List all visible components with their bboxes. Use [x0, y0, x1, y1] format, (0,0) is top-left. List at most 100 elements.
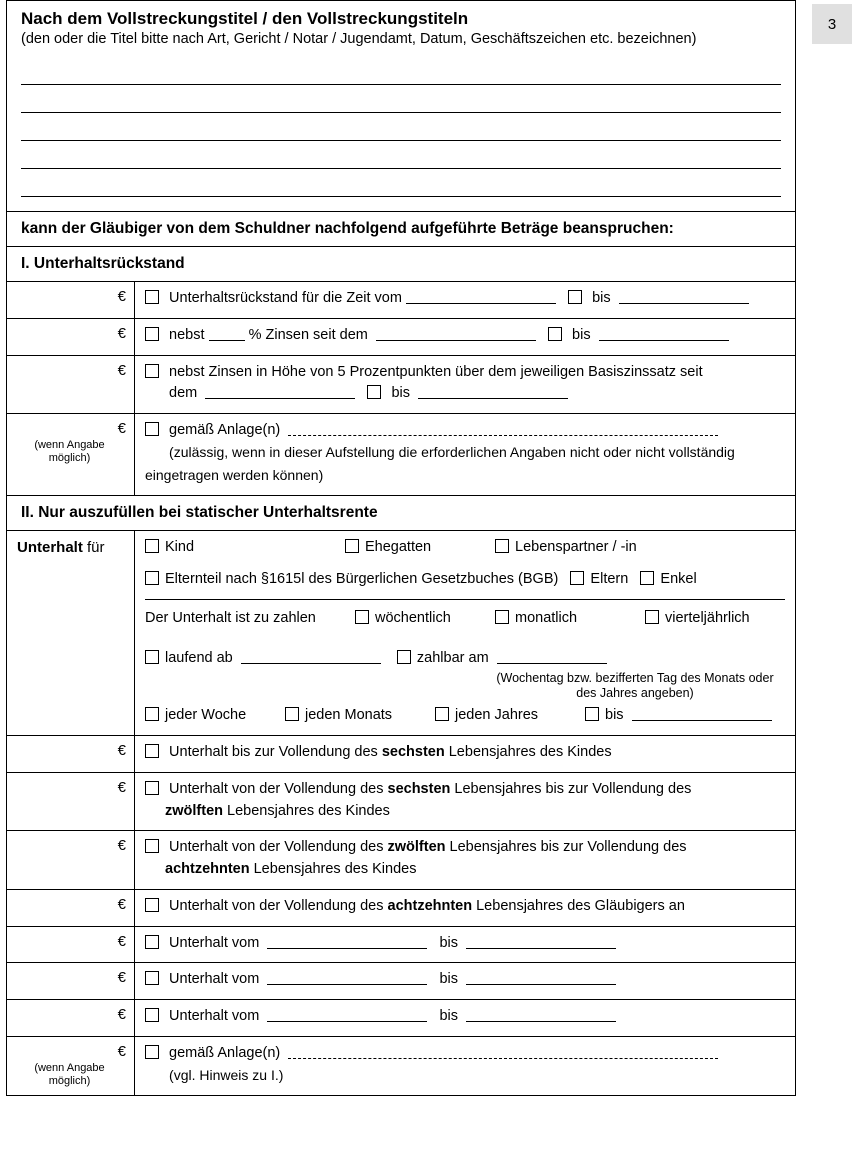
pay-note: (Wochentag bzw. bezifferten Tag des Mona… [485, 671, 785, 701]
row-i-1: € Unterhaltsrückstand für die Zeit vom b… [7, 282, 795, 319]
checkbox-jeden-monats[interactable] [285, 707, 299, 721]
checkbox-monatlich[interactable] [495, 610, 509, 624]
checkbox-age-6[interactable] [145, 744, 159, 758]
label-unterhalt-fuer: für [83, 539, 105, 556]
label-basiszins-bis: bis [391, 385, 410, 401]
checkbox-woechentlich[interactable] [355, 610, 369, 624]
row-i-2: € nebst % Zinsen seit dem bis [7, 319, 795, 356]
label-bis-2: bis [439, 971, 458, 987]
input-zins-prozent[interactable] [209, 327, 245, 341]
row-vom-bis-3: € Unterhalt vom bis [7, 1000, 795, 1037]
checkbox-vom-3[interactable] [145, 1008, 159, 1022]
checkbox-vierteljaehrlich[interactable] [645, 610, 659, 624]
checkbox-rueckstand-bis[interactable] [568, 290, 582, 304]
input-rueckstand-bis[interactable] [619, 290, 749, 304]
label-vom-3: Unterhalt vom [169, 1008, 259, 1024]
checkbox-enkel[interactable] [640, 571, 654, 585]
label-woechentlich: wöchentlich [375, 610, 451, 626]
text-18-bold: achtzehnten [388, 898, 473, 914]
euro-cell[interactable]: € [7, 1000, 135, 1036]
input-bis-1[interactable] [466, 935, 616, 949]
label-ehegatten: Ehegatten [365, 539, 431, 555]
label-anlage-i: gemäß Anlage(n) [169, 422, 280, 438]
title-input-line[interactable] [21, 113, 781, 141]
label-anlage-ii: gemäß Anlage(n) [169, 1045, 280, 1061]
label-jeden-jahres: jeden Jahres [455, 707, 538, 723]
checkbox-laufend-ab[interactable] [145, 650, 159, 664]
checkbox-vom-1[interactable] [145, 935, 159, 949]
checkbox-age-12-18[interactable] [145, 839, 159, 853]
euro-cell[interactable]: € [7, 282, 135, 318]
input-zinsen-seit[interactable] [376, 327, 536, 341]
text-612-bold1: sechsten [388, 781, 451, 797]
text-1218c: Lebensjahres des Kindes [250, 861, 417, 877]
euro-cell[interactable]: € [7, 963, 135, 999]
checkbox-eltern[interactable] [570, 571, 584, 585]
euro-cell[interactable]: € [7, 773, 135, 831]
checkbox-basiszins[interactable] [145, 364, 159, 378]
checkbox-elternteil-1615l[interactable] [145, 571, 159, 585]
text-1218-bold2: achtzehnten [165, 861, 250, 877]
checkbox-anlage-ii[interactable] [145, 1045, 159, 1059]
label-kind: Kind [165, 539, 194, 555]
label-jeder-woche: jeder Woche [165, 707, 246, 723]
euro-cell[interactable]: € [7, 831, 135, 889]
checkbox-lebenspartner[interactable] [495, 539, 509, 553]
input-zahlbar-am[interactable] [497, 650, 607, 664]
input-zinsen-bis[interactable] [599, 327, 729, 341]
input-bis-2[interactable] [466, 971, 616, 985]
title-input-line[interactable] [21, 169, 781, 197]
input-vom-3[interactable] [267, 1008, 427, 1022]
input-anlage-i[interactable] [288, 422, 718, 436]
checkbox-anlage-i[interactable] [145, 422, 159, 436]
input-basiszins-bis[interactable] [418, 385, 568, 399]
checkbox-kind[interactable] [145, 539, 159, 553]
input-pay-bis[interactable] [632, 707, 772, 721]
input-laufend-ab[interactable] [241, 650, 381, 664]
text-age-6-bold: sechsten [382, 744, 445, 760]
row-anlage-ii: € (wenn Angabe möglich) gemäß Anlage(n) … [7, 1037, 795, 1096]
euro-cell[interactable]: € [7, 736, 135, 772]
euro-cell[interactable]: € [7, 927, 135, 963]
label-monatlich: monatlich [515, 610, 577, 626]
checkbox-age-18[interactable] [145, 898, 159, 912]
input-vom-1[interactable] [267, 935, 427, 949]
label-bis-1: bis [439, 935, 458, 951]
input-bis-3[interactable] [466, 1008, 616, 1022]
checkbox-vom-2[interactable] [145, 971, 159, 985]
header-title: Nach dem Vollstreckungstitel / den Volls… [21, 9, 781, 29]
input-rueckstand-vom[interactable] [406, 290, 556, 304]
input-anlage-ii[interactable] [288, 1045, 718, 1059]
checkbox-ehegatten[interactable] [345, 539, 359, 553]
euro-cell[interactable]: € [7, 356, 135, 414]
checkbox-zahlbar-am[interactable] [397, 650, 411, 664]
label-zinsen-seit: % Zinsen seit dem [249, 327, 368, 343]
checkbox-jeden-jahres[interactable] [435, 707, 449, 721]
euro-symbol: € [118, 779, 126, 796]
checkbox-pay-bis[interactable] [585, 707, 599, 721]
euro-cell[interactable]: € [7, 890, 135, 926]
euro-cell[interactable]: € [7, 319, 135, 355]
checkbox-basiszins-bis[interactable] [367, 385, 381, 399]
checkbox-zinsen-prozent[interactable] [145, 327, 159, 341]
title-input-line[interactable] [21, 85, 781, 113]
cell-unterhalt-fuer-label: Unterhalt für [7, 531, 135, 735]
label-laufend-ab: laufend ab [165, 650, 233, 666]
hint-anlage-i: (zulässig, wenn in dieser Aufstellung di… [145, 444, 735, 483]
input-basiszins-dem[interactable] [205, 385, 355, 399]
euro-symbol: € [118, 420, 126, 437]
checkbox-zinsen-bis[interactable] [548, 327, 562, 341]
checkbox-age-6-12[interactable] [145, 781, 159, 795]
euro-symbol: € [118, 837, 126, 854]
checkbox-jeder-woche[interactable] [145, 707, 159, 721]
euro-symbol: € [118, 969, 126, 986]
euro-cell[interactable]: € (wenn Angabe möglich) [7, 1037, 135, 1096]
checkbox-rueckstand-zeit[interactable] [145, 290, 159, 304]
title-input-line[interactable] [21, 141, 781, 169]
title-input-line[interactable] [21, 57, 781, 85]
euro-cell[interactable]: € (wenn Angabe möglich) [7, 414, 135, 495]
section-i-title: I. Unterhaltsrückstand [21, 255, 185, 272]
section-i-heading: I. Unterhaltsrückstand [7, 247, 795, 282]
input-vom-2[interactable] [267, 971, 427, 985]
euro-symbol: € [118, 742, 126, 759]
